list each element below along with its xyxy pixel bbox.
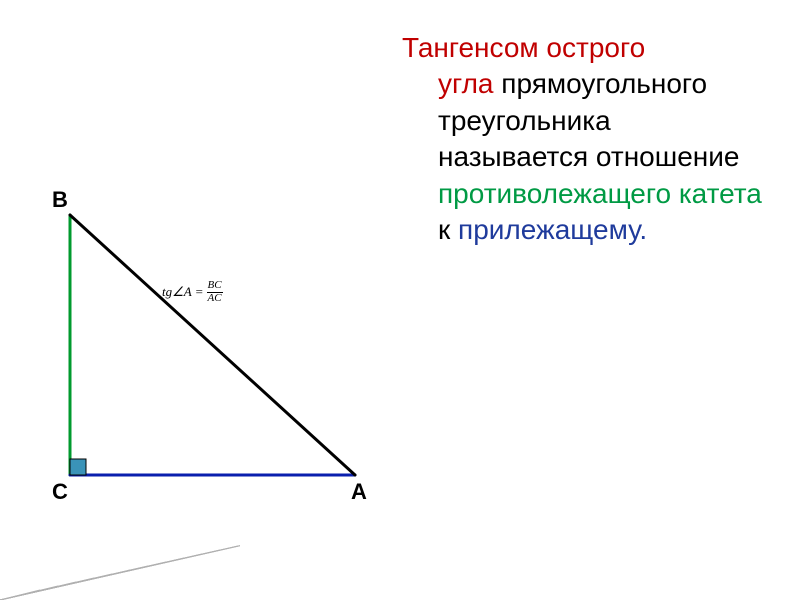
vertex-label-b: B [52,187,68,213]
formula-lhs: tg∠A = [162,284,204,300]
adjacent-leg: прилежащему. [458,214,647,245]
formula-numerator: BC [207,280,223,293]
term-red-2: угла [438,68,501,99]
opposite-leg: противолежащего катета [438,178,762,209]
side-ab [70,215,355,475]
tangent-formula: tg∠A = BC AC [162,280,223,304]
corner-hatch-decoration [0,530,240,600]
formula-denominator: AC [208,293,222,305]
right-angle-marker [70,459,86,475]
term-red: Тангенсом острого [402,32,645,63]
def-k: к [438,214,458,245]
definition-text: Тангенсом острого угла прямоугольного тр… [402,30,762,248]
formula-fraction: BC AC [207,280,223,304]
vertex-label-c: C [52,479,68,505]
vertex-label-a: A [351,479,367,505]
